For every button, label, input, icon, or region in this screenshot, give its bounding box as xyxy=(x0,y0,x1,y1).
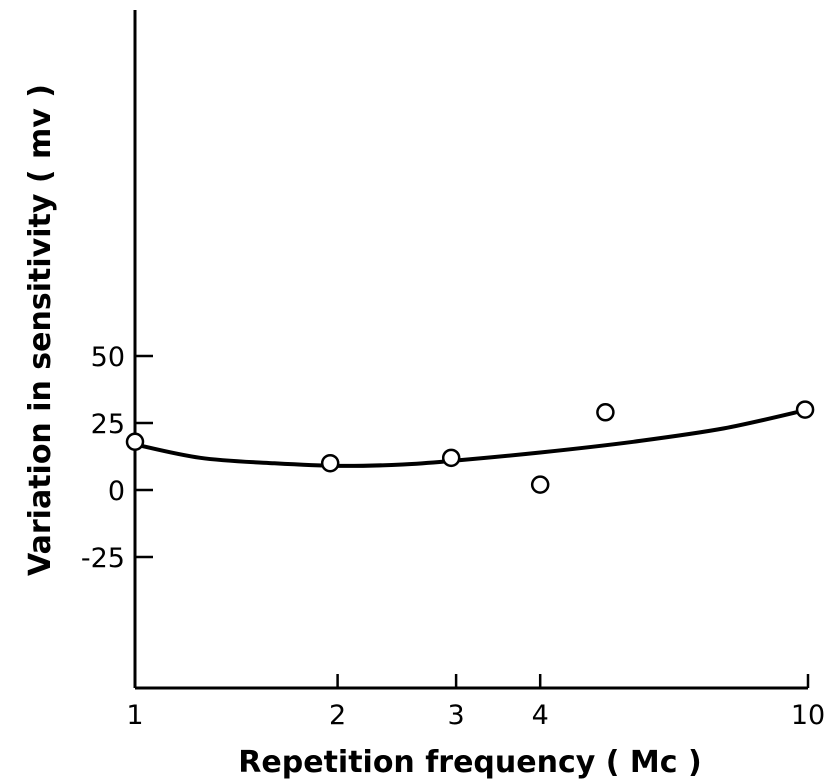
y-axis-title: Variation in sensitivity ( mv ) xyxy=(23,84,58,576)
y-tick-label: 25 xyxy=(91,409,125,440)
data-point xyxy=(125,432,145,452)
x-tick-label: 3 xyxy=(448,700,465,731)
data-point xyxy=(530,475,550,494)
fit-curve xyxy=(134,407,809,468)
data-point xyxy=(320,453,340,473)
axes: 50 25 0 -25 1 2 3 4 10 xyxy=(81,10,825,731)
data-point xyxy=(596,403,615,422)
fit-curve-layer xyxy=(134,407,809,468)
x-tick-label: 1 xyxy=(126,700,143,731)
x-tick-label: 2 xyxy=(329,700,346,731)
x-tick-label: 4 xyxy=(532,700,549,731)
labels-layer: Repetition frequency ( Mc ) Variation in… xyxy=(23,84,702,780)
data-point xyxy=(441,448,461,468)
x-tick-label: 10 xyxy=(791,700,825,731)
y-tick-label: 50 xyxy=(91,342,125,373)
y-tick-label: 0 xyxy=(108,476,125,507)
y-tick-label: -25 xyxy=(81,543,125,574)
data-points-layer xyxy=(125,400,815,494)
x-axis-title: Repetition frequency ( Mc ) xyxy=(238,745,701,780)
data-point xyxy=(795,400,815,419)
